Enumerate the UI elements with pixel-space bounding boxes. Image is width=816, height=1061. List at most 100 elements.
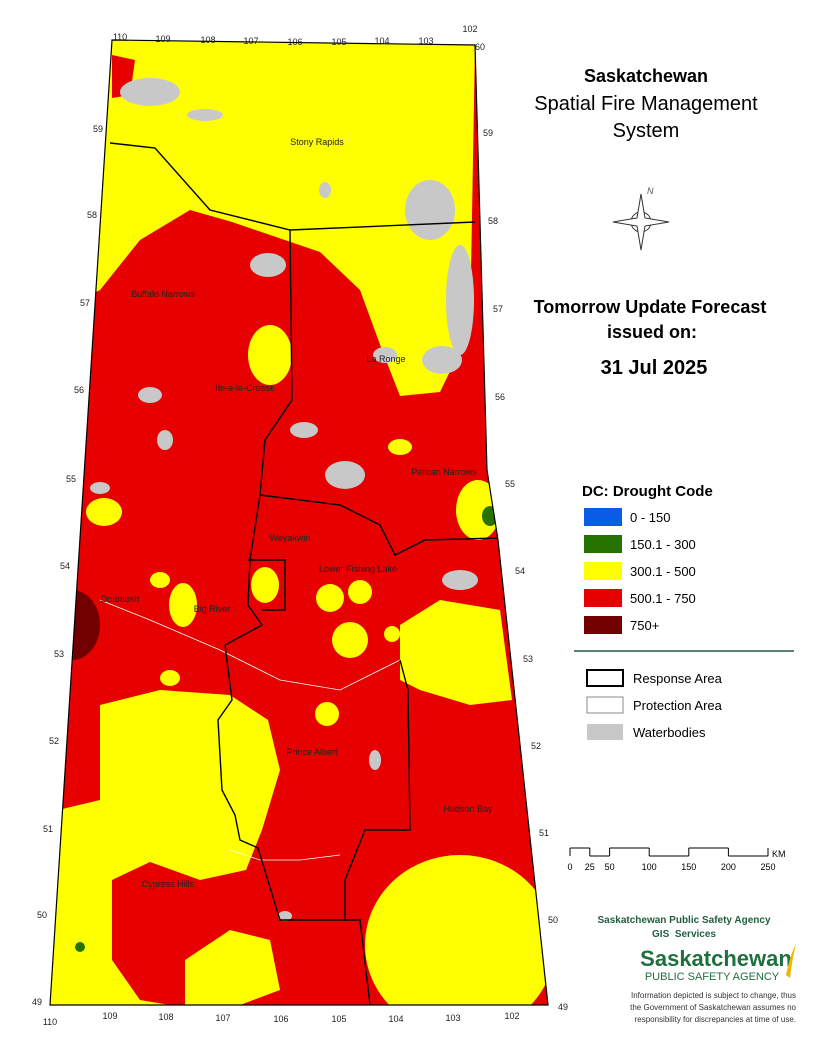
place: Buffalo Narrows	[131, 289, 195, 299]
lat-label: 53	[523, 654, 533, 664]
disclaimer: the Government of Saskatchewan assumes n…	[630, 1003, 796, 1012]
lat-label: 59	[483, 128, 493, 138]
dc-zone	[80, 40, 475, 396]
legend: 0 - 150 150.1 - 300 300.1 - 500 500.1 - 750…	[584, 508, 723, 740]
lake	[138, 387, 162, 403]
scale-label: 25	[585, 862, 595, 872]
lat-label: 52	[49, 736, 59, 746]
lake	[278, 911, 292, 921]
lake	[325, 461, 365, 489]
title: Saskatchewan	[584, 66, 708, 86]
dc-zone	[251, 567, 279, 603]
legend-swatch	[586, 669, 624, 687]
dc-zone	[316, 584, 344, 612]
legend-swatch	[586, 696, 624, 714]
scale-label: 150	[681, 862, 696, 872]
place: Pelican Narrows	[411, 467, 477, 477]
lake	[90, 482, 110, 494]
place: Prince Albert	[286, 747, 338, 757]
lake	[369, 750, 381, 770]
lon-label: 105	[331, 37, 346, 47]
lat-label: 59	[93, 124, 103, 134]
lon-label: 110	[43, 1017, 57, 1027]
forecast-heading: issued on:	[607, 322, 697, 342]
scale-label: 100	[642, 862, 657, 872]
lon-label: 107	[215, 1013, 230, 1023]
lat-label: 49	[558, 1002, 568, 1012]
lat-label: 57	[80, 298, 90, 308]
lat-label: 51	[43, 824, 53, 834]
dc-zone	[75, 942, 85, 952]
legend-label: 300.1 - 500	[630, 564, 696, 579]
lon-label: 109	[155, 34, 170, 44]
lake	[446, 245, 474, 355]
lon-label: 107	[243, 36, 258, 46]
legend-label: Waterbodies	[633, 725, 706, 740]
forecast-date: 31 Jul 2025	[601, 357, 708, 379]
lat-label: 54	[515, 566, 525, 576]
lon-label: 106	[273, 1014, 288, 1024]
place: Dorintosh	[101, 594, 140, 604]
province-outline	[49, 39, 549, 1006]
lat-label: 49	[32, 997, 42, 1007]
logo-name: Saskatchewan	[640, 946, 792, 971]
forecast-heading: Tomorrow Update Forecast	[534, 297, 767, 317]
scale-unit: KM	[772, 849, 786, 859]
disclaimer: Information depicted is subject to chang…	[631, 991, 796, 1000]
lat-label: 56	[495, 392, 505, 402]
lon-label: 102	[504, 1011, 519, 1021]
lake	[290, 422, 318, 438]
subtitle: Spatial Fire Management	[534, 93, 758, 115]
lake	[120, 78, 180, 106]
scale-bar: 0 25 50 100 150 200 250 KM	[567, 847, 786, 872]
dc-zone	[400, 600, 512, 705]
dc-zone	[315, 702, 339, 726]
agency: Saskatchewan Public Safety Agency	[597, 915, 770, 926]
legend-swatch	[584, 616, 622, 634]
legend-label: 150.1 - 300	[630, 537, 696, 552]
dc-zone	[185, 930, 280, 1005]
lake	[373, 347, 397, 363]
place: Weyakwin	[270, 533, 311, 543]
lon-label: 108	[200, 35, 215, 45]
legend-label: Response Area	[633, 671, 723, 686]
map	[50, 40, 548, 1005]
lat-label: 54	[60, 561, 70, 571]
legend-label: 500.1 - 750	[630, 591, 696, 606]
lon-label: 103	[418, 36, 433, 46]
lon-label: 102	[462, 24, 477, 34]
place-labels: Stony Rapids Buffalo Narrows La Ronge Il…	[101, 137, 493, 889]
place: La Ronge	[366, 354, 405, 364]
subtitle: System	[613, 120, 680, 142]
dc-zone	[348, 580, 372, 604]
lon-label: 104	[374, 36, 389, 46]
protection-lines	[99, 599, 401, 861]
dc-zone	[50, 690, 280, 1005]
lat-label: 58	[87, 210, 97, 220]
legend-swatch	[584, 508, 622, 526]
place: Ile-a-la-Crosse	[215, 383, 274, 393]
dc-zone	[332, 622, 368, 658]
dc-zone	[384, 626, 400, 642]
compass: N	[612, 186, 670, 251]
dc-zone	[160, 670, 180, 686]
lat-label: 58	[488, 216, 498, 226]
lat-label: 60	[475, 42, 485, 52]
lake	[157, 430, 173, 450]
svg-text:N: N	[647, 186, 654, 196]
dc-zone	[150, 572, 170, 588]
lon-label: 108	[158, 1012, 173, 1022]
dc-zone	[365, 855, 548, 1005]
lon-label: 106	[287, 37, 302, 47]
lake	[442, 570, 478, 590]
lat-label: 50	[37, 910, 47, 920]
dc-zone	[86, 498, 122, 526]
waterbodies	[90, 78, 478, 921]
lat-label: 52	[531, 741, 541, 751]
lat-label: 55	[66, 474, 76, 484]
dc-zone	[248, 325, 292, 385]
lake	[405, 180, 455, 240]
lake	[422, 346, 462, 374]
scale-label: 0	[567, 862, 572, 872]
